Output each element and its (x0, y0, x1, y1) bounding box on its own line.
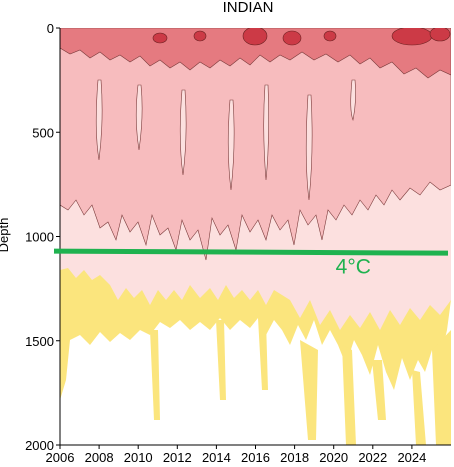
x-tick-label: 2012 (163, 450, 192, 465)
chart-title: INDIAN (223, 0, 274, 16)
strong-warm-patches (152, 28, 451, 46)
x-tick-label: 2016 (241, 450, 270, 465)
x-tick-label: 2008 (85, 450, 114, 465)
x-tick-label: 2010 (124, 450, 153, 465)
y-tick-label: 1500 (25, 334, 54, 349)
y-tick-group: 0 500 1000 1500 2000 (25, 21, 60, 453)
x-tick-label: 2006 (46, 450, 75, 465)
x-tick-label: 2024 (397, 450, 426, 465)
neutral-gaps (95, 79, 356, 201)
x-tick-label: 2018 (280, 450, 309, 465)
y-tick-label: 2000 (25, 438, 54, 453)
weak-cool-drips (60, 300, 451, 445)
isotherm-label: 4°C (336, 256, 371, 279)
y-tick-label: 1000 (25, 230, 54, 245)
x-tick-label: 2014 (202, 450, 231, 465)
isotherm-line (53, 248, 449, 256)
x-tick-label: 2020 (319, 450, 348, 465)
y-tick-label: 0 (47, 21, 54, 36)
y-tick-label: 500 (32, 125, 54, 140)
x-tick-group: 2006 2008 2010 2012 2014 2016 2018 2020 2022 2024 (46, 445, 426, 465)
x-tick-label: 2022 (358, 450, 387, 465)
heatmap-field (60, 28, 451, 445)
y-axis-label: Depth (0, 218, 11, 253)
